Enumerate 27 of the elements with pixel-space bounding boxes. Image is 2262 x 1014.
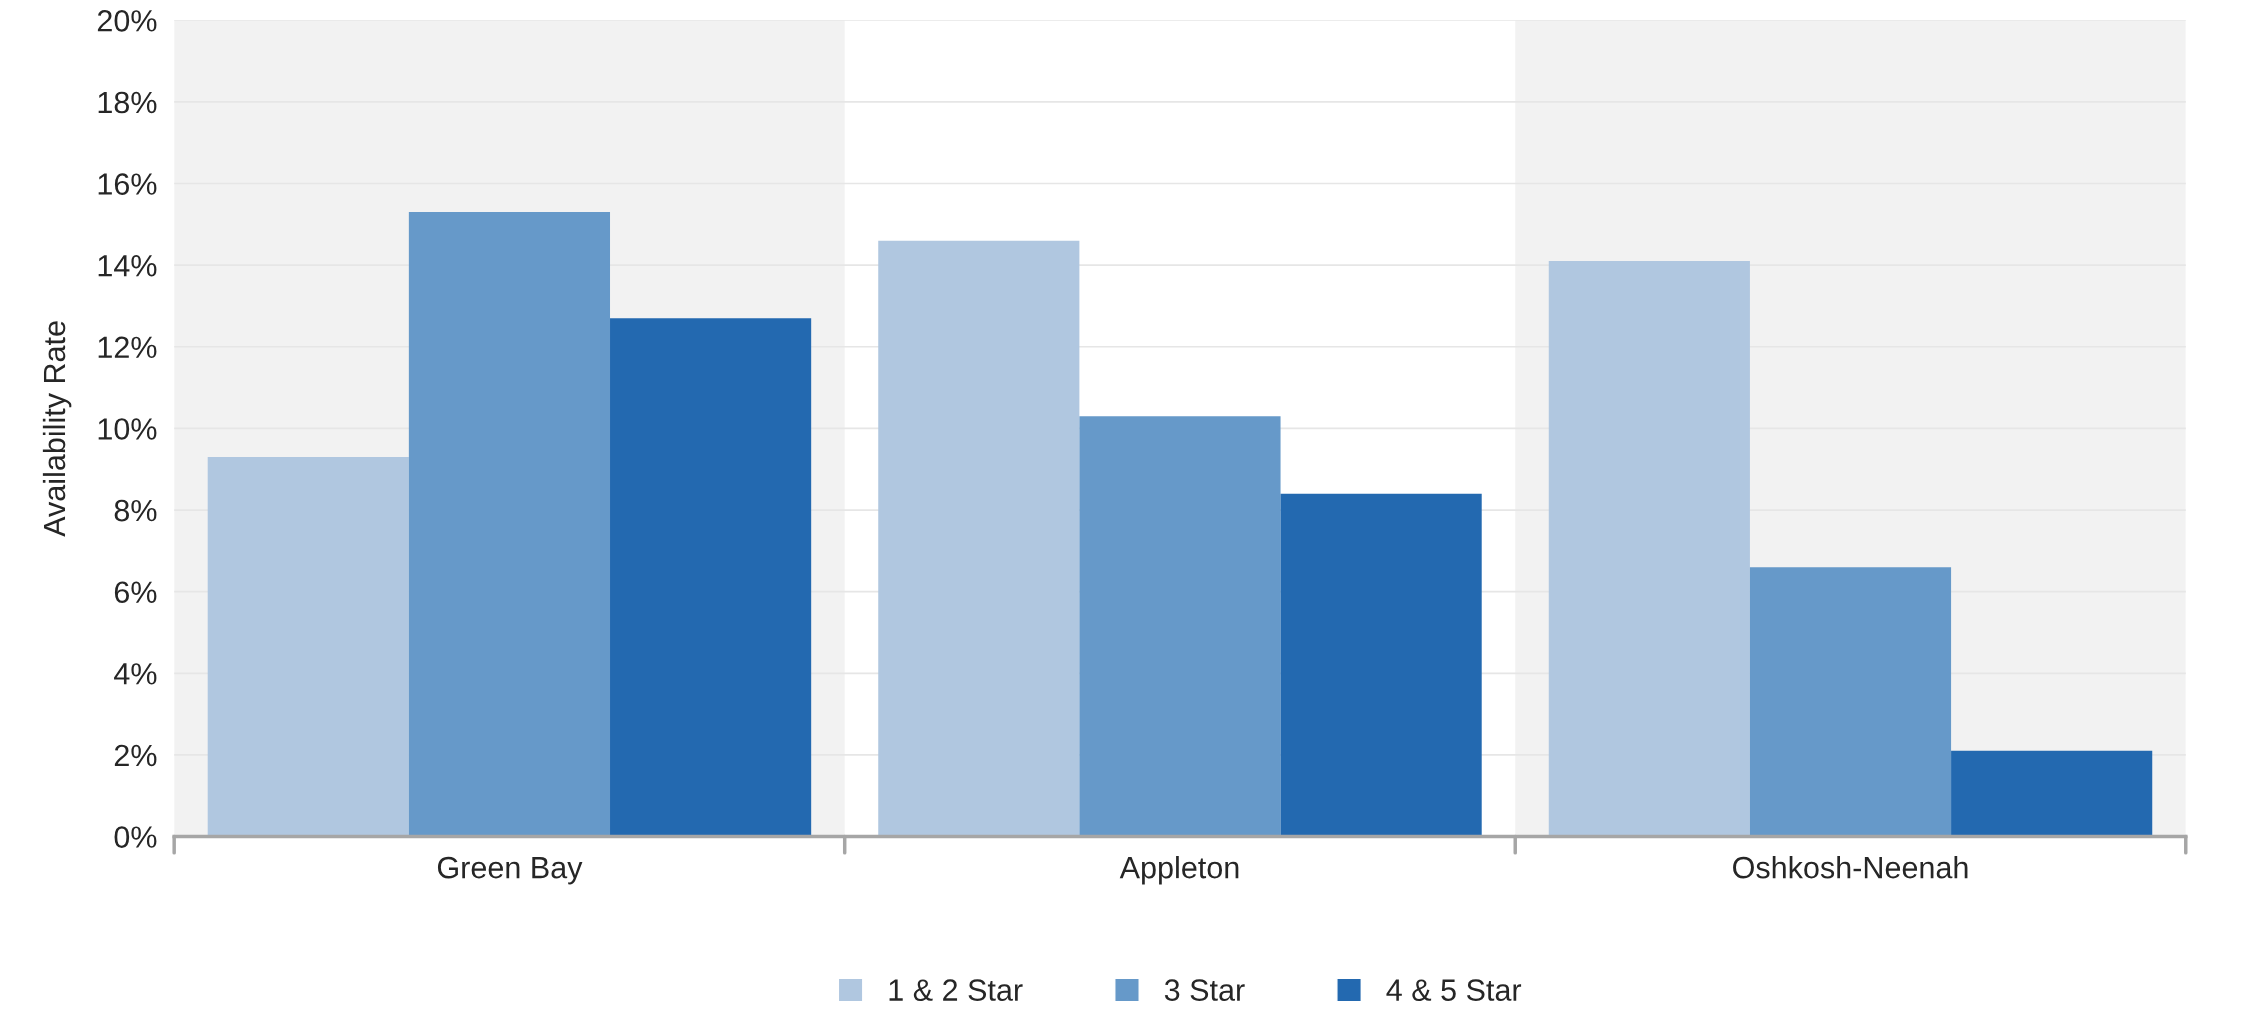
y-tick-label: 0% [114,826,157,848]
y-tick-label: 2% [114,744,157,767]
legend-label: 3 Star [1164,979,1245,1001]
y-tick-label: 20% [97,10,157,32]
x-tick-label: Green Bay [437,856,583,885]
bar [207,456,409,837]
x-tick-label: Appleton [1119,855,1239,885]
y-tick-label: 10% [98,418,157,440]
y-tick-label: 12% [98,336,157,359]
y-tick-label: 4% [114,663,157,685]
bar [1951,750,2153,837]
bar [878,240,1080,837]
y-tick-label: 18% [98,91,157,114]
y-tick-label: 6% [114,581,157,604]
y-tick-label: 8% [114,499,157,522]
y-tick-label: 16% [98,173,157,195]
bar [1749,567,1952,837]
bar [1548,261,1750,837]
legend-label: 4 & 5 Star [1386,979,1522,1001]
bar [1079,416,1281,837]
x-tick-label: Oshkosh-Neenah [1733,855,1968,879]
y-tick-label: 14% [98,255,157,277]
bar [610,318,812,837]
legend-label: 1 & 2 Star [889,979,1023,1001]
bar [1280,493,1482,837]
y-axis-title: Availability Rate [42,321,72,537]
bar [408,212,611,837]
